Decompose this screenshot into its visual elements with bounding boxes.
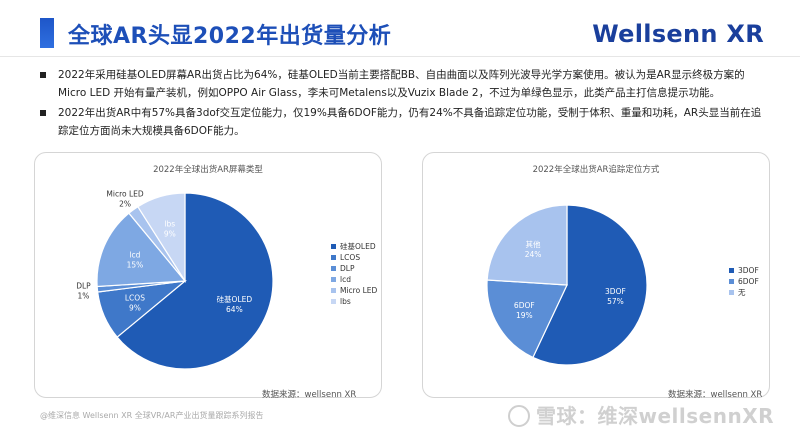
bullet-text: 2022年出货AR中有57%具备3dof交互定位能力，仅19%具备6DOF能力，… bbox=[58, 107, 762, 137]
slice-label: lbs bbox=[164, 220, 175, 229]
legend-swatch bbox=[729, 279, 734, 284]
legend-item: 3DOF bbox=[738, 266, 759, 275]
bullet-item: 2022年出货AR中有57%具备3dof交互定位能力，仅19%具备6DOF能力，… bbox=[40, 104, 770, 140]
slice-value-label: 9% bbox=[129, 304, 141, 313]
slice-label: 6DOF bbox=[514, 301, 535, 310]
chart-title: 2022年全球出货AR屏幕类型 bbox=[153, 165, 263, 175]
pie-slice-0 bbox=[116, 192, 274, 370]
legend-item: lbs bbox=[340, 297, 351, 306]
chart-source: 数据来源：wellsenn XR bbox=[262, 390, 357, 400]
header: 全球AR头显2022年出货量分析 Wellsenn XR bbox=[0, 0, 800, 58]
brand-logo: Wellsenn XR bbox=[592, 20, 764, 48]
legend-swatch bbox=[729, 268, 734, 273]
pie-slice-3 bbox=[96, 212, 187, 288]
legend-item: 硅基OLED bbox=[340, 241, 376, 251]
chart-title: 2022年全球出货AR追踪定位方式 bbox=[532, 165, 660, 175]
legend-item: lcd bbox=[340, 275, 351, 284]
header-divider bbox=[0, 56, 800, 57]
slice-value-label: 15% bbox=[127, 260, 144, 269]
legend-item: 6DOF bbox=[738, 277, 759, 286]
legend-swatch bbox=[331, 299, 336, 304]
slice-label: LCOS bbox=[125, 294, 145, 303]
slice-value-label: 24% bbox=[525, 250, 542, 259]
chart-source: 数据来源：wellsenn XR bbox=[668, 390, 763, 400]
legend-item: 无 bbox=[738, 288, 746, 297]
footer-watermark: 雪球：维深wellsennXR bbox=[508, 400, 774, 429]
watermark-text: 雪球：维深wellsennXR bbox=[536, 404, 775, 428]
legend-item: Micro LED bbox=[340, 286, 377, 295]
page-title: 全球AR头显2022年出货量分析 bbox=[68, 24, 392, 49]
bullet-list: 2022年采用硅基OLED屏幕AR出货占比为64%，硅基OLED当前主要搭配BB… bbox=[40, 66, 770, 142]
legend-swatch bbox=[331, 266, 336, 271]
pie-slice-5 bbox=[137, 192, 186, 284]
legend-swatch bbox=[331, 277, 336, 282]
slice-value-label: 2% bbox=[119, 199, 131, 208]
slice-value-label: 1% bbox=[77, 292, 89, 301]
header-accent-bar bbox=[40, 18, 54, 48]
legend-item: LCOS bbox=[340, 253, 360, 262]
legend-swatch bbox=[331, 244, 336, 249]
pie-slice-0 bbox=[532, 204, 648, 366]
bullet-square-icon bbox=[40, 110, 46, 116]
slice-label: lcd bbox=[129, 250, 140, 259]
snowball-icon bbox=[508, 405, 530, 427]
chart-panel-tracking-type: 2022年全球出货AR追踪定位方式 3DOF 57% 6DOF 19% 其他 24% 3DO… bbox=[422, 152, 770, 398]
chart-panel-display-type: 2022年全球出货AR屏幕类型 硅基OLED 64% LCOS 9% DLP 1% lcd 1… bbox=[34, 152, 382, 398]
pie-slice-1 bbox=[486, 279, 568, 359]
legend-swatch bbox=[331, 288, 336, 293]
bullet-item: 2022年采用硅基OLED屏幕AR出货占比为64%，硅基OLED当前主要搭配BB… bbox=[40, 66, 770, 102]
slice-value-label: 57% bbox=[607, 297, 624, 306]
bullet-square-icon bbox=[40, 72, 46, 78]
slice-label: Micro LED bbox=[106, 189, 143, 198]
legend-swatch bbox=[729, 290, 734, 295]
slice-value-label: 64% bbox=[226, 305, 243, 314]
slice-label: 3DOF bbox=[605, 287, 626, 296]
slice-label: 硅基OLED bbox=[217, 294, 253, 304]
footer-note: @维深信息 Wellsenn XR 全球VR/AR产业出货量跟踪系列报告 bbox=[40, 411, 264, 420]
pie-slice-2 bbox=[486, 204, 568, 286]
legend-item: DLP bbox=[340, 264, 355, 273]
slice-label: DLP bbox=[76, 282, 91, 291]
legend-swatch bbox=[331, 255, 336, 260]
slice-value-label: 19% bbox=[516, 311, 533, 320]
slice-label: 其他 bbox=[526, 239, 541, 249]
bullet-text: 2022年采用硅基OLED屏幕AR出货占比为64%，硅基OLED当前主要搭配BB… bbox=[58, 69, 745, 99]
slice-value-label: 9% bbox=[164, 230, 176, 239]
